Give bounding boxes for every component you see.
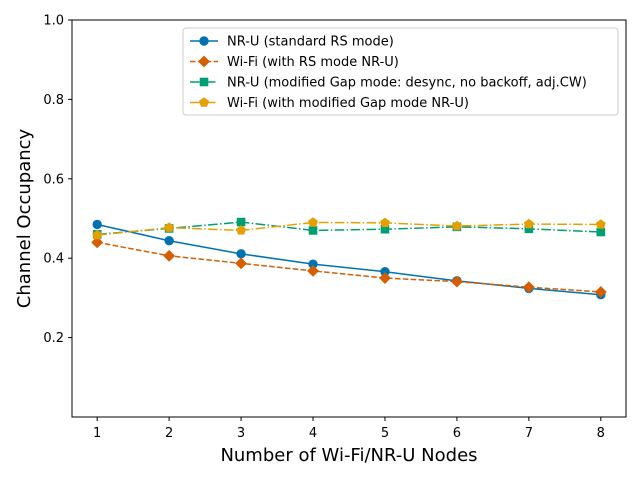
data-point: [380, 217, 390, 228]
data-point: [595, 219, 606, 229]
data-point: [92, 219, 102, 230]
x-tick-label: 4: [309, 426, 317, 441]
y-axis: 0.2 0.4 0.6 0.8 1.0: [43, 14, 72, 346]
x-tick-label: 2: [165, 426, 173, 441]
data-point: [596, 227, 606, 237]
legend-item: NR-U (standard RS mode): [190, 35, 394, 50]
data-point: [164, 222, 175, 232]
x-tick-label: 7: [525, 426, 533, 441]
y-tick-label: 1.0: [43, 14, 64, 29]
series-line-4: [97, 221, 601, 236]
data-point: [379, 272, 391, 284]
x-axis: 1 2 3 4 5 6 7 8: [93, 417, 605, 441]
series-line-2: [97, 241, 601, 293]
legend-label: NR-U (standard RS mode): [227, 35, 394, 50]
data-point: [163, 249, 176, 262]
legend-item: Wi-Fi (with modified Gap mode NR-U): [190, 96, 469, 111]
x-tick-label: 1: [93, 426, 101, 441]
data-point: [235, 257, 247, 270]
data-point: [92, 229, 103, 240]
legend-label: Wi-Fi (with modified Gap mode NR-U): [227, 96, 469, 111]
y-tick-label: 0.8: [43, 93, 64, 108]
x-tick-label: 8: [597, 426, 605, 441]
y-tick-label: 0.2: [43, 331, 64, 346]
data-point: [522, 281, 535, 294]
legend-marker: [199, 77, 209, 87]
y-tick-label: 0.6: [43, 172, 64, 187]
plot-lines: [91, 217, 607, 300]
data-point: [164, 236, 174, 246]
series-line-1: [97, 223, 601, 296]
data-point: [594, 286, 607, 298]
legend-box: [182, 27, 619, 116]
data-point: [451, 275, 463, 288]
legend-item: NR-U (modified Gap mode: desync, no back…: [190, 76, 587, 91]
x-tick-label: 3: [237, 426, 245, 441]
plot-frame: [71, 19, 627, 418]
x-tick-label: 6: [453, 426, 461, 441]
legend: NR-U (standard RS mode) Wi-Fi (with RS mo…: [182, 27, 619, 116]
y-axis-label: Channel Occupancy: [14, 128, 35, 308]
data-point: [307, 264, 319, 277]
data-point: [523, 218, 534, 229]
x-tick-label: 5: [381, 426, 389, 441]
legend-item: Wi-Fi (with RS mode NR-U): [190, 55, 399, 70]
series-2: [91, 236, 607, 298]
legend-marker: [199, 36, 209, 46]
y-tick-label: 0.4: [43, 252, 64, 267]
data-point: [451, 220, 462, 231]
data-point: [236, 225, 247, 235]
data-point: [308, 217, 318, 227]
data-point: [236, 217, 246, 227]
data-point: [236, 249, 246, 259]
legend-label: NR-U (modified Gap mode: desync, no back…: [227, 76, 587, 91]
legend-marker: [199, 97, 209, 107]
data-point: [91, 236, 104, 249]
legend-label: Wi-Fi (with RS mode NR-U): [227, 55, 399, 70]
legend-marker: [198, 55, 210, 68]
series-4: [92, 217, 606, 240]
data-point: [308, 226, 318, 235]
x-axis-label: Number of Wi-Fi/NR-U Nodes: [220, 445, 477, 466]
